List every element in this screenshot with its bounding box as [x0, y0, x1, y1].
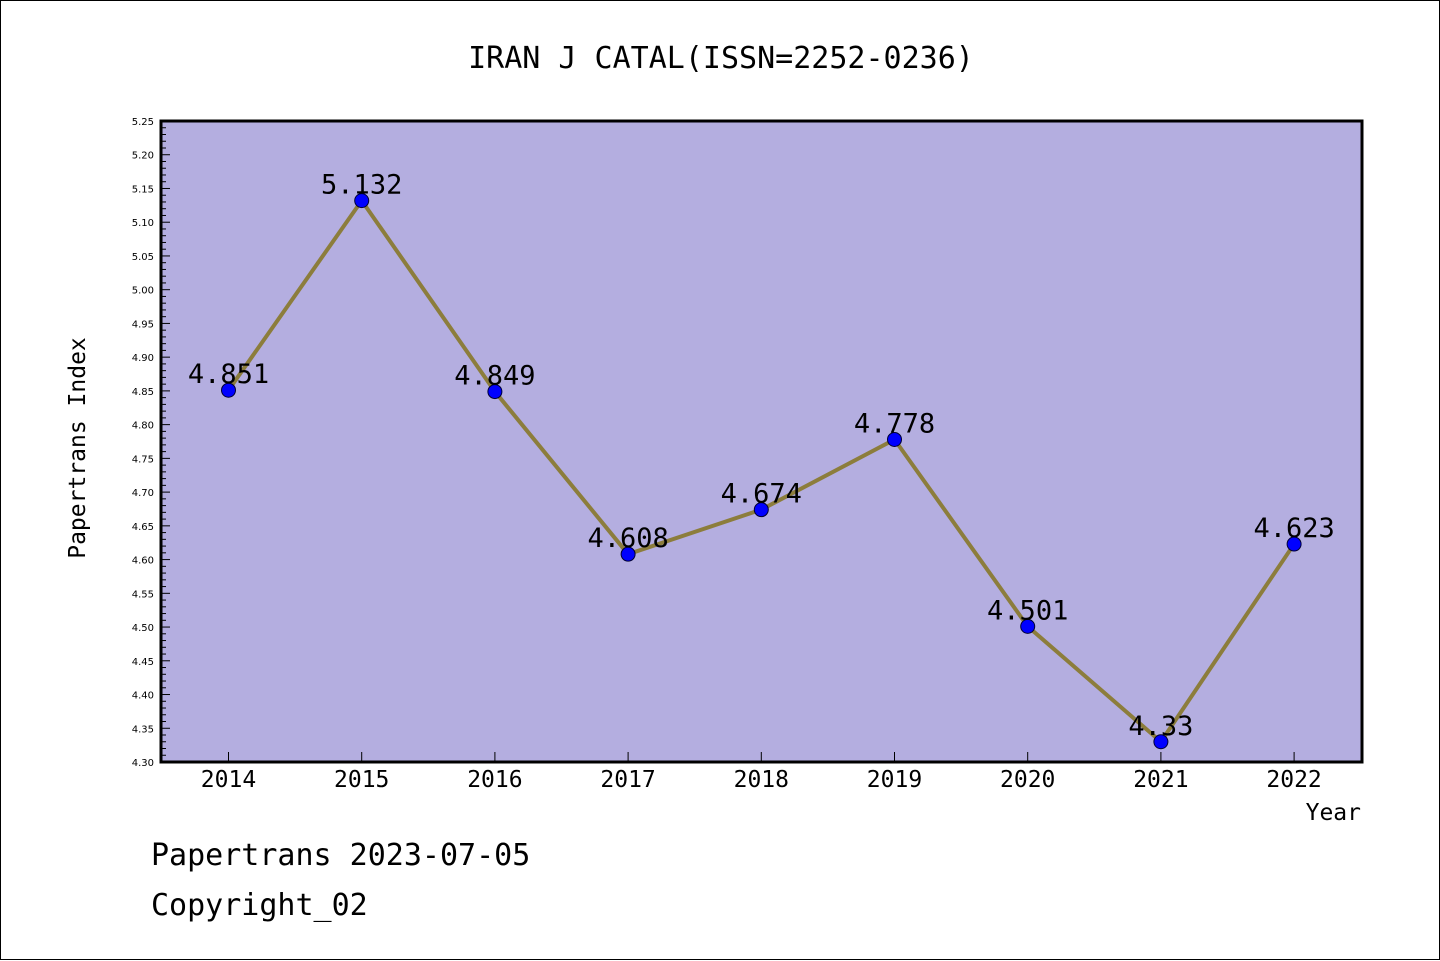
data-label: 4.674 [721, 479, 802, 510]
y-tick-label: 4.50 [132, 623, 154, 634]
y-tick-label: 5.20 [132, 151, 154, 162]
y-tick-label: 4.45 [132, 657, 154, 668]
y-tick-label: 4.95 [132, 319, 154, 330]
data-point [487, 384, 503, 400]
y-tick-label: 4.75 [132, 454, 154, 465]
data-label: 4.608 [587, 523, 668, 554]
data-label: 4.778 [854, 408, 935, 439]
x-axis-label: Year [1306, 800, 1361, 826]
data-point [221, 382, 236, 398]
y-tick-label: 4.65 [132, 522, 154, 533]
data-label: 4.851 [188, 359, 269, 390]
data-label: 4.623 [1253, 513, 1334, 544]
data-point [753, 502, 769, 518]
x-tick-label: 2022 [1266, 767, 1321, 793]
y-tick-label: 4.35 [132, 724, 154, 735]
x-tick-label: 2017 [600, 767, 655, 793]
y-tick-label: 4.40 [132, 691, 154, 702]
y-axis: 4.30 4.35 4.40 4.45 4.50 4.55 4.60 4.65 4.70 4.75… [132, 117, 170, 769]
x-axis: 2014 2015 2016 2017 2018 2019 2020 2021 2022 [201, 752, 1322, 793]
x-tick-label: 2019 [867, 767, 922, 793]
y-tick-label: 4.60 [132, 556, 154, 567]
y-tick-label: 4.30 [132, 758, 154, 769]
x-tick-label: 2018 [734, 767, 789, 793]
data-point [1153, 734, 1169, 750]
y-tick-label: 4.55 [132, 589, 154, 600]
data-point [887, 431, 902, 447]
x-tick-label: 2021 [1133, 767, 1188, 793]
x-tick-label: 2020 [1000, 767, 1055, 793]
data-label: 4.33 [1128, 711, 1193, 742]
data-point [1286, 536, 1302, 552]
series-line-group: 4.851 5.132 4.849 4.608 4.674 4.778 4.501 4.33 4… [188, 170, 1335, 750]
x-tick-label: 2014 [201, 767, 256, 793]
plot-area [161, 121, 1362, 762]
y-tick-label: 5.10 [132, 218, 154, 229]
y-tick-label: 5.00 [132, 286, 154, 297]
chart-title: IRAN J CATAL(ISSN=2252-0236) [468, 41, 974, 76]
y-tick-label: 5.05 [132, 252, 154, 263]
x-tick-label: 2015 [334, 767, 389, 793]
y-tick-label: 4.85 [132, 387, 154, 398]
data-label: 4.849 [454, 361, 535, 392]
y-tick-label: 4.80 [132, 421, 154, 432]
y-axis-label: Papertrans Index [65, 337, 91, 559]
footer-copyright: Copyright_02 [151, 888, 368, 923]
data-label: 5.132 [321, 170, 402, 201]
plot-border [159, 119, 1364, 764]
data-point [620, 546, 636, 562]
y-tick-label: 4.70 [132, 488, 154, 499]
x-tick-label: 2016 [467, 767, 522, 793]
data-label: 4.501 [987, 595, 1068, 626]
footer-date: Papertrans 2023-07-05 [151, 838, 530, 873]
y-tick-label: 4.90 [132, 353, 154, 364]
data-point [1020, 618, 1036, 634]
data-point [354, 193, 370, 209]
y-tick-label: 5.15 [132, 184, 154, 195]
y-tick-label: 5.25 [132, 117, 154, 128]
